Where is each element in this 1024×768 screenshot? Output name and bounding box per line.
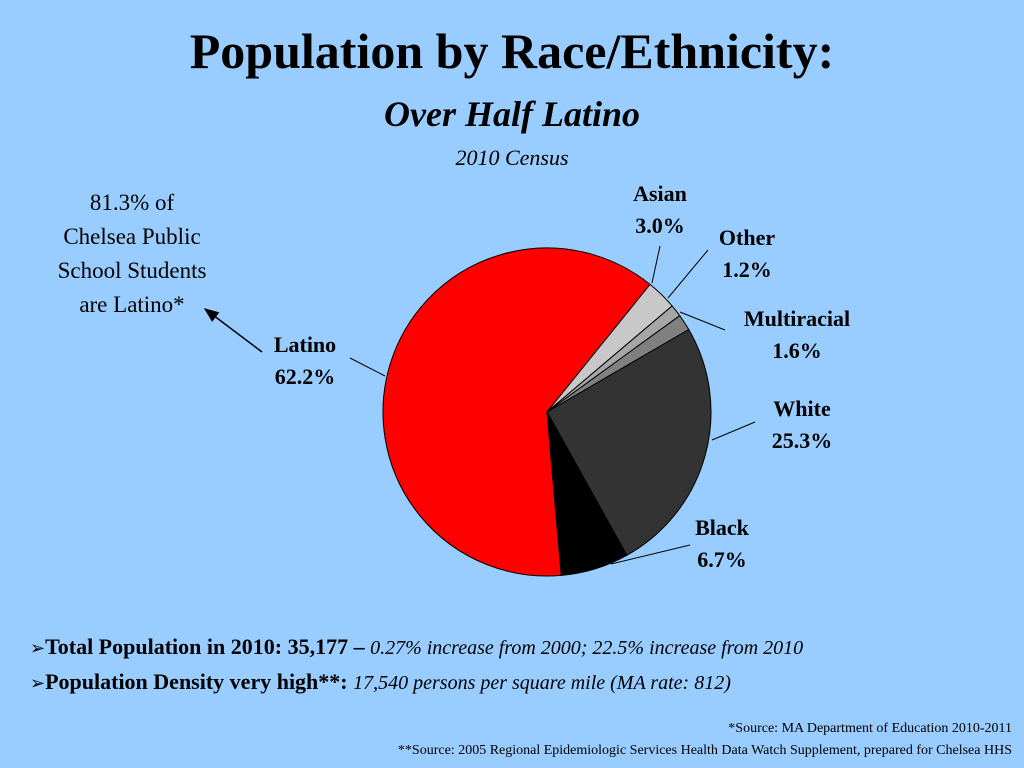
source-note: *Source: MA Department of Education 2010… bbox=[728, 721, 1012, 736]
callout-line: School Students bbox=[57, 258, 207, 283]
bullet-label: Population Density very high**: bbox=[45, 669, 354, 694]
slice-value-label: 3.0% bbox=[635, 213, 685, 238]
slice-name-label: White bbox=[773, 396, 831, 421]
callout-line: 81.3% of bbox=[89, 190, 175, 215]
slice-name-label: Other bbox=[719, 225, 775, 250]
leader-line-latino bbox=[349, 357, 386, 377]
slice-value-label: 62.2% bbox=[275, 364, 336, 389]
callout-line: Chelsea Public bbox=[63, 224, 201, 249]
slice-value-label: 6.7% bbox=[697, 547, 747, 572]
source-note: **Source: 2005 Regional Epidemiologic Se… bbox=[397, 743, 1012, 758]
bullet-total-population: ➢Total Population in 2010: 35,177 – 0.27… bbox=[30, 630, 1020, 665]
slice-name-label: Multiracial bbox=[744, 306, 850, 331]
slice-name-label: Asian bbox=[633, 181, 687, 206]
census-label: 2010 Census bbox=[455, 145, 569, 170]
pie-slice-black bbox=[546, 411, 628, 576]
arrow-bullet-icon: ➢ bbox=[30, 638, 46, 658]
callout-arrow bbox=[203, 308, 263, 353]
bullet-label: Total Population in 2010: bbox=[45, 634, 288, 659]
slice-name-label: Black bbox=[695, 515, 750, 540]
callout-line: are Latino* bbox=[79, 292, 185, 317]
pie-slice-white bbox=[546, 328, 712, 556]
slice-value-label: 25.3% bbox=[772, 428, 833, 453]
bullet-detail: 0.27% increase from 2000; 22.5% increase… bbox=[370, 637, 804, 659]
leader-line-black bbox=[610, 544, 691, 565]
bullet-list: ➢Total Population in 2010: 35,177 – 0.27… bbox=[30, 630, 1020, 700]
bullet-separator: – bbox=[348, 634, 371, 659]
arrow-bullet-icon: ➢ bbox=[30, 673, 46, 693]
leader-line-white bbox=[711, 421, 756, 441]
slice-value-label: 1.2% bbox=[722, 257, 772, 282]
pie-slice-latino bbox=[382, 247, 651, 577]
bullet-population-density: ➢Population Density very high**: 17,540 … bbox=[30, 665, 1020, 700]
leader-line-other bbox=[667, 249, 709, 299]
slice-name-label: Latino bbox=[274, 332, 336, 357]
leader-line-asian bbox=[651, 245, 661, 284]
school-callout: 81.3% of Chelsea Public School Students … bbox=[20, 186, 244, 322]
page-title: Population by Race/Ethnicity: bbox=[189, 23, 835, 79]
bullet-detail: 17,540 persons per square mile (MA rate:… bbox=[353, 672, 731, 694]
source-notes: *Source: MA Department of Education 2010… bbox=[12, 718, 1012, 762]
page-subtitle: Over Half Latino bbox=[384, 94, 640, 134]
slice-value-label: 1.6% bbox=[772, 338, 822, 363]
bullet-value: 35,177 bbox=[287, 634, 349, 659]
leader-line-multiracial bbox=[679, 311, 726, 331]
